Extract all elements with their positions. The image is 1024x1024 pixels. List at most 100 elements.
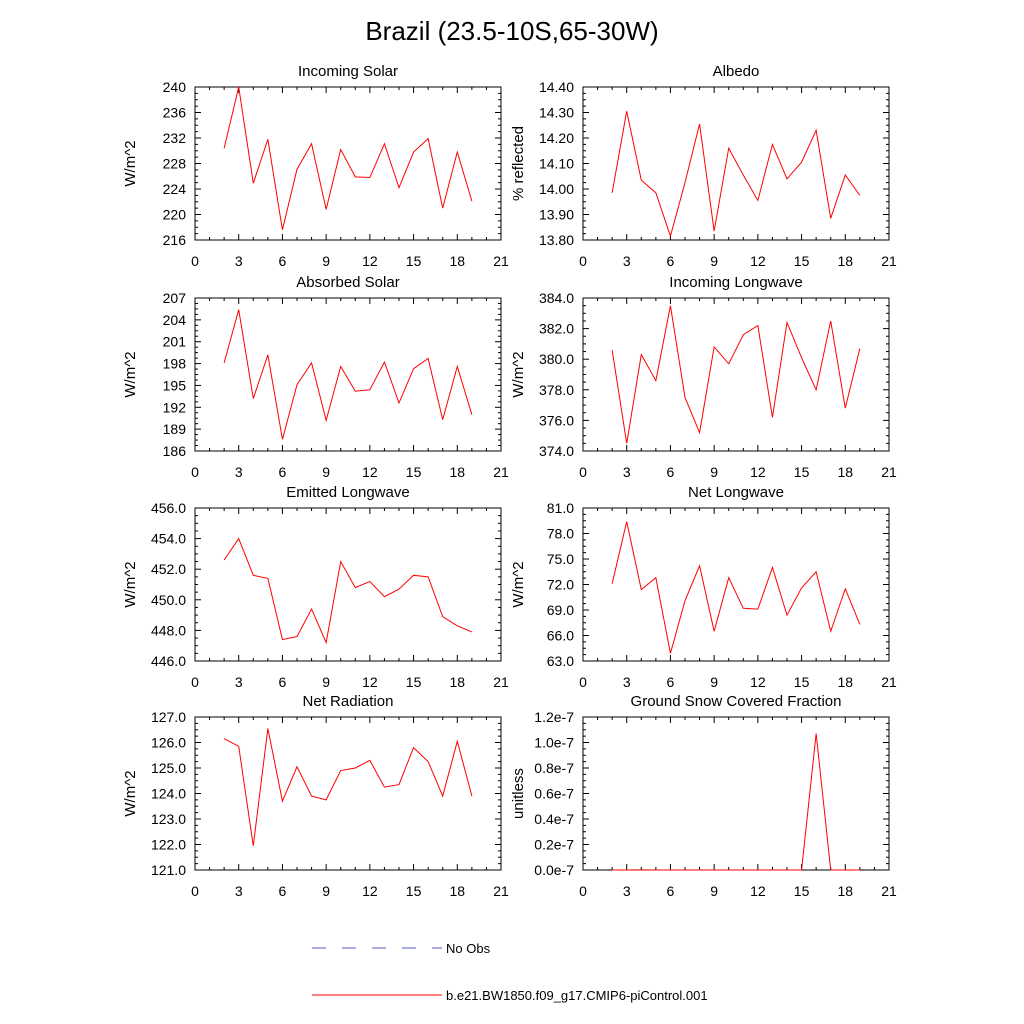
- x-tick-label: 6: [279, 464, 287, 480]
- series-line: [223, 537, 473, 645]
- x-tick-label: 9: [322, 674, 330, 690]
- y-tick-label: 376.0: [539, 412, 574, 428]
- x-tick-label: 6: [279, 253, 287, 269]
- y-tick-label: 72.0: [547, 577, 574, 593]
- panel-title: Net Radiation: [303, 693, 394, 710]
- y-axis-label: % reflected: [510, 126, 527, 201]
- y-tick-label: 216: [163, 232, 187, 248]
- y-tick-label: 201: [163, 334, 187, 350]
- y-tick-label: 0.8e-7: [534, 760, 574, 776]
- y-tick-label: 224: [163, 181, 187, 197]
- x-tick-label: 6: [667, 883, 675, 899]
- x-tick-label: 12: [750, 464, 766, 480]
- x-tick-label: 21: [493, 883, 509, 899]
- x-tick-label: 3: [623, 674, 631, 690]
- panel-title: Emitted Longwave: [286, 484, 409, 501]
- x-tick-label: 21: [493, 253, 509, 269]
- series-line: [611, 521, 861, 654]
- y-tick-label: 14.20: [539, 130, 574, 146]
- y-tick-label: 456.0: [151, 500, 186, 516]
- y-tick-label: 126.0: [151, 735, 186, 751]
- y-tick-label: 127.0: [151, 709, 186, 725]
- y-tick-label: 452.0: [151, 561, 186, 577]
- chart-panel: Incoming Longwave 0 3 6 9 12 15 18 21 374.0 376.0 3…: [510, 274, 897, 480]
- y-tick-label: 14.10: [539, 156, 574, 172]
- x-tick-label: 3: [235, 253, 243, 269]
- y-tick-label: 454.0: [151, 531, 186, 547]
- chart-panel: Net Radiation 0 3 6 9 12 15 18 21 121.0 122.0 123.0…: [122, 693, 509, 899]
- y-tick-label: 195: [163, 377, 187, 393]
- x-tick-label: 6: [279, 674, 287, 690]
- x-tick-label: 6: [279, 883, 287, 899]
- y-tick-label: 123.0: [151, 811, 186, 827]
- x-tick-label: 21: [881, 464, 897, 480]
- x-tick-label: 21: [881, 253, 897, 269]
- chart-panel: Albedo 0 3 6 9 12 15 18 21 13.80 13.90 14.00 14.10 14…: [510, 63, 897, 269]
- y-tick-label: 374.0: [539, 443, 574, 459]
- x-tick-label: 6: [667, 464, 675, 480]
- y-tick-label: 75.0: [547, 551, 574, 567]
- legend-model-label: b.e21.BW1850.f09_g17.CMIP6-piControl.001: [446, 988, 708, 1003]
- y-tick-label: 198: [163, 356, 187, 372]
- x-tick-label: 0: [191, 883, 199, 899]
- y-axis-label: W/m^2: [510, 561, 527, 607]
- y-tick-label: 122.0: [151, 837, 186, 853]
- chart-panel: Emitted Longwave 0 3 6 9 12 15 18 21 446.0 448.0 45…: [122, 484, 509, 690]
- x-tick-label: 21: [881, 883, 897, 899]
- y-tick-label: 14.00: [539, 181, 574, 197]
- y-tick-label: 125.0: [151, 760, 186, 776]
- y-tick-label: 207: [163, 290, 187, 306]
- y-tick-label: 1.0e-7: [534, 735, 574, 751]
- x-tick-label: 18: [837, 253, 853, 269]
- series-line: [223, 728, 473, 846]
- series-line: [223, 309, 473, 440]
- x-tick-label: 3: [623, 883, 631, 899]
- plot-frame: [194, 507, 502, 662]
- x-tick-label: 0: [579, 883, 587, 899]
- y-tick-label: 0.4e-7: [534, 811, 574, 827]
- y-tick-label: 63.0: [547, 653, 574, 669]
- x-tick-label: 12: [750, 674, 766, 690]
- x-tick-label: 0: [191, 674, 199, 690]
- x-tick-label: 12: [362, 253, 378, 269]
- y-tick-label: 1.2e-7: [534, 709, 574, 725]
- x-tick-label: 0: [579, 253, 587, 269]
- panel-title: Absorbed Solar: [296, 274, 399, 291]
- x-tick-label: 18: [837, 464, 853, 480]
- chart-panel: Net Longwave 0 3 6 9 12 15 18 21 63.0 66.0 69.0 72.0…: [510, 484, 897, 690]
- y-tick-label: 186: [163, 443, 187, 459]
- y-tick-label: 0.6e-7: [534, 786, 574, 802]
- y-tick-label: 240: [163, 79, 187, 95]
- chart-panel: Ground Snow Covered Fraction 0 3 6 9 12 15 18 21…: [510, 693, 897, 899]
- x-tick-label: 21: [881, 674, 897, 690]
- y-tick-label: 220: [163, 207, 187, 223]
- y-tick-label: 14.30: [539, 105, 574, 121]
- series-line: [223, 86, 473, 230]
- series-line: [611, 305, 861, 444]
- chart-panel: Incoming Solar 0 3 6 9 12 15 18 21 216 220 224 228 23…: [122, 63, 509, 269]
- y-tick-label: 69.0: [547, 602, 574, 618]
- y-tick-label: 448.0: [151, 622, 186, 638]
- x-tick-label: 3: [235, 464, 243, 480]
- x-tick-label: 3: [623, 253, 631, 269]
- y-tick-label: 0.2e-7: [534, 837, 574, 853]
- y-axis-label: W/m^2: [122, 770, 139, 816]
- x-tick-label: 9: [710, 883, 718, 899]
- x-tick-label: 9: [710, 674, 718, 690]
- series-line: [612, 733, 860, 871]
- y-axis-label: W/m^2: [510, 351, 527, 397]
- panel-title: Incoming Longwave: [669, 274, 802, 291]
- x-tick-label: 15: [406, 253, 422, 269]
- x-tick-label: 12: [362, 883, 378, 899]
- x-tick-label: 9: [322, 464, 330, 480]
- x-tick-label: 18: [449, 674, 465, 690]
- y-tick-label: 66.0: [547, 628, 574, 644]
- x-tick-label: 12: [362, 674, 378, 690]
- y-tick-label: 121.0: [151, 862, 186, 878]
- x-tick-label: 3: [623, 464, 631, 480]
- y-tick-label: 78.0: [547, 526, 574, 542]
- y-tick-label: 384.0: [539, 290, 574, 306]
- x-tick-label: 3: [235, 674, 243, 690]
